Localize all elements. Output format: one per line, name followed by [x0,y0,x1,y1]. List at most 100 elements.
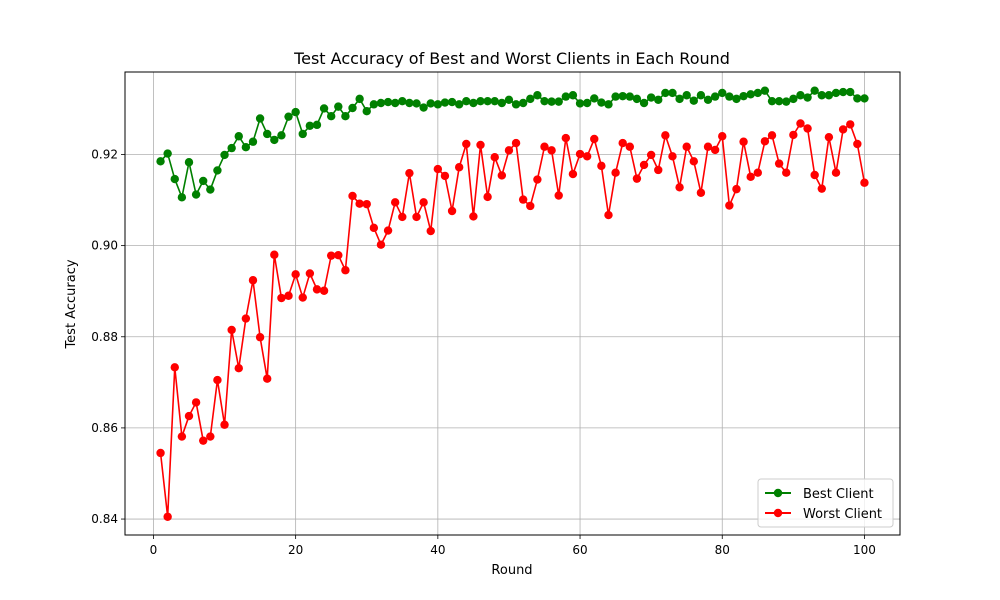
data-point-worst-client [831,168,841,177]
data-point-worst-client [383,226,393,235]
data-point-worst-client [575,149,585,159]
y-tick-label: 0.86 [91,421,118,435]
data-point-best-client [824,91,834,100]
data-point-best-client [390,98,400,108]
data-point-best-client [838,87,848,97]
data-point-best-client [334,102,343,111]
data-point-worst-client [838,125,848,134]
data-point-worst-client [817,184,826,193]
data-point-best-client [675,94,684,104]
data-point-best-client [590,94,599,103]
data-point-worst-client [369,223,379,233]
data-point-best-client [540,96,549,106]
data-point-worst-client [590,134,599,144]
data-point-best-client [611,92,620,101]
data-point-worst-client [419,198,428,207]
x-tick-label: 80 [715,543,730,557]
data-point-worst-client [184,411,194,421]
data-point-best-client [817,91,826,100]
data-point-best-client [255,114,265,123]
data-point-worst-client [447,206,457,216]
data-point-worst-client [860,178,869,187]
data-point-worst-client [305,269,315,278]
data-point-best-client [703,95,713,104]
data-point-worst-client [490,153,499,162]
legend-marker-worst [773,508,783,518]
data-point-worst-client [426,226,435,236]
data-point-best-client [689,96,699,105]
data-point-best-client [191,190,201,199]
data-point-best-client [213,166,222,175]
data-point-worst-client [511,138,521,148]
data-point-worst-client [312,285,322,294]
x-axis-label: Round [491,563,532,578]
data-point-best-client [291,107,300,117]
data-point-best-client [511,100,521,109]
data-point-best-client [206,185,215,194]
data-point-best-client [639,98,649,108]
data-point-best-client [625,92,635,101]
x-axis-ticks: 0 20 40 60 80 100 [150,535,876,557]
data-point-worst-client [298,293,307,302]
data-point-best-client [774,96,784,106]
data-point-worst-client [483,192,492,202]
x-tick-label: 20 [288,543,303,557]
data-point-worst-client [710,145,720,155]
data-point-worst-client [533,175,542,184]
data-point-best-client [718,88,727,98]
data-point-best-client [803,93,812,102]
data-point-worst-client [824,132,834,142]
data-point-best-client [263,129,272,139]
data-point-best-client [440,98,450,107]
data-point-best-client [326,112,336,121]
data-point-best-client [469,98,478,108]
data-point-worst-client [497,171,507,180]
data-point-best-client [682,91,691,100]
data-point-best-client [504,95,514,104]
data-point-best-client [490,96,499,106]
data-point-worst-client [582,152,592,161]
data-point-worst-client [220,420,229,429]
data-point-worst-client [682,142,691,151]
data-point-worst-client [326,251,336,260]
data-point-worst-client [355,199,364,208]
data-point-worst-client [213,375,222,385]
data-point-best-client [597,98,606,107]
data-point-best-client [789,94,798,104]
data-point-worst-client [405,168,414,178]
data-point-worst-client [611,168,620,177]
data-point-best-client [831,88,841,98]
data-point-best-client [454,100,464,109]
data-point-best-client [234,132,243,141]
data-point-worst-client [255,333,265,342]
data-point-best-client [369,100,379,109]
data-point-best-client [575,99,585,108]
data-point-best-client [561,92,571,101]
data-point-best-client [447,97,457,107]
data-point-best-client [632,94,642,104]
data-point-best-client [170,174,179,184]
data-point-best-client [405,98,414,108]
data-point-best-client [362,106,371,116]
data-point-worst-client [846,120,855,129]
data-point-worst-client [639,160,649,170]
data-point-best-client [853,94,862,103]
data-point-best-client [199,176,208,186]
data-point-best-client [348,103,357,113]
data-point-worst-client [703,142,713,151]
data-point-best-client [746,90,755,99]
data-point-worst-client [810,170,819,180]
data-point-best-client [184,158,194,167]
series-line-worst-client [159,122,866,518]
data-point-worst-client [796,119,805,128]
data-point-worst-client [291,270,300,279]
data-point-best-client [696,91,706,100]
data-point-best-client [782,97,791,106]
y-tick-label: 0.92 [91,147,118,161]
data-point-best-client [846,87,855,97]
data-point-best-client [433,100,443,109]
data-point-worst-client [782,168,791,177]
data-point-best-client [284,112,293,121]
data-point-best-client [163,149,172,158]
data-point-best-client [710,92,720,101]
